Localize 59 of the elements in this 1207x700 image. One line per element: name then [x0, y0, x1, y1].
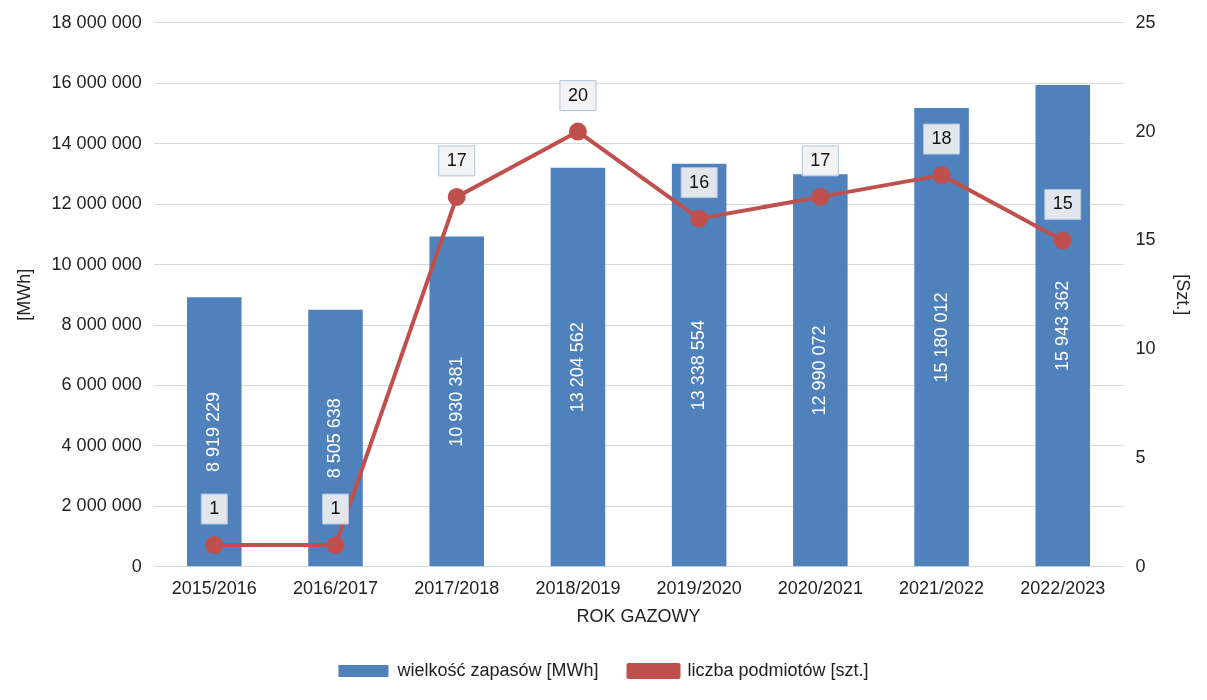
data-label: 8 505 638 [324, 398, 345, 479]
y-tick-label: 0 [131, 555, 142, 576]
data-label: 13 204 562 [566, 322, 587, 413]
data-label: 15 180 012 [930, 292, 951, 383]
data-label: 18 [931, 128, 952, 149]
data-label: 17 [810, 149, 831, 170]
data-label: 15 [1052, 193, 1073, 214]
data-label: 1 [209, 498, 220, 519]
point [690, 209, 709, 228]
x-axis-title: ROK GAZOWY [576, 606, 701, 627]
data-label: 1 [330, 498, 341, 519]
y-tick-label: 6 000 000 [61, 374, 142, 395]
y-tick-label: 12 000 000 [51, 193, 142, 214]
y-tick-label: 2 000 000 [61, 495, 142, 516]
x-tick-label: 2019/2020 [656, 577, 742, 598]
x-tick-label: 2018/2019 [535, 577, 621, 598]
point [811, 187, 830, 206]
x-tick-label: 2020/2021 [777, 577, 863, 598]
data-label: 12 990 072 [809, 325, 830, 416]
data-label: 13 338 554 [688, 320, 709, 411]
y-tick-label: 14 000 000 [51, 132, 142, 153]
x-tick-label: 2016/2017 [292, 577, 379, 598]
data-label: 10 930 381 [445, 356, 466, 447]
bar [550, 167, 606, 567]
bar [671, 163, 727, 567]
point [568, 122, 587, 141]
data-label: 15 943 362 [1051, 280, 1072, 371]
legend-label: liczba podmiotów [szt.] [687, 659, 869, 680]
y-tick-label: 16 000 000 [51, 72, 142, 93]
y-tick-label: 8 000 000 [61, 313, 142, 334]
y2-tick-label: 20 [1135, 120, 1156, 141]
legend-label: wielkość zapasów [MWh] [396, 659, 599, 680]
point [326, 536, 345, 555]
y-tick-label: 10 000 000 [51, 253, 142, 274]
bar [914, 108, 969, 567]
y2-tick-label: 10 [1135, 338, 1156, 359]
x-tick-label: 2015/2016 [171, 577, 257, 598]
y2-tick-label: 5 [1135, 446, 1146, 467]
point [205, 536, 224, 555]
data-label: 16 [689, 171, 710, 192]
point [932, 166, 951, 185]
x-tick-label: 2021/2022 [899, 577, 985, 598]
y2-tick-label: 15 [1135, 229, 1156, 250]
y2-axis-title: [Szt.] [1173, 274, 1194, 316]
data-label: 17 [446, 149, 467, 170]
bar [1035, 84, 1091, 567]
x-tick-label: 2017/2018 [414, 577, 500, 598]
bar [187, 297, 242, 567]
y-axis-title: [MWh] [13, 268, 34, 321]
y-tick-label: 4 000 000 [61, 434, 142, 455]
y2-tick-label: 25 [1135, 11, 1156, 32]
bar [429, 236, 484, 567]
x-tick-label: 2022/2023 [1020, 577, 1106, 598]
data-label: 8 919 229 [203, 391, 224, 473]
point [1053, 231, 1072, 250]
y-tick-label: 18 000 000 [51, 11, 142, 32]
y2-tick-label: 0 [1135, 555, 1146, 576]
point [447, 187, 466, 206]
data-label: 20 [567, 84, 588, 105]
